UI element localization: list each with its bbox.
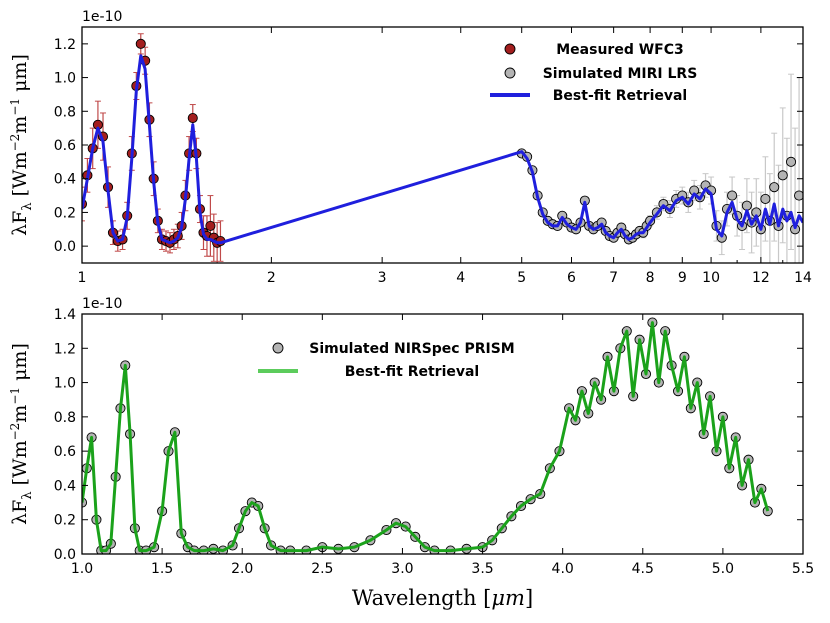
y-label-main: λF [9,211,31,236]
y-axis-label: λFλ [Wm−2m−1 μm] [8,343,35,525]
data-point-simulated-miri-lrs [727,190,738,201]
legend-marker [504,43,516,55]
data-point-measured-wfc3 [135,38,146,49]
x-tick-label: 10 [702,270,720,286]
legend-label: Simulated MIRI LRS [543,66,698,82]
y-label-units: [Wm [9,151,31,202]
y-tick-label: 0.8 [54,104,76,120]
y-label-end: μm] [9,54,31,98]
x-tick-label: 8 [646,270,655,286]
x-label-end: ] [525,586,533,610]
x-tick-label: 12 [752,270,770,286]
y-tick-label: 0.8 [54,410,76,426]
x-tick-label: 4.5 [632,561,654,577]
legend-label: Measured WFC3 [556,42,684,58]
x-tick-label: 5 [517,270,526,286]
legend-label: Best-fit Retrieval [553,88,687,104]
y-tick-label: 0.6 [54,138,76,154]
x-tick-label: 3 [378,270,387,286]
y-label-units: [Wm [9,440,31,491]
data-point-simulated-miri-lrs [769,182,780,193]
x-tick-label: 7 [609,270,618,286]
data-point-simulated-miri-lrs [741,200,752,211]
x-tick-label: 5.0 [712,561,734,577]
y-tick-label: 1.0 [54,376,76,392]
x-tick-label: 5.5 [792,561,814,577]
legend: Measured WFC3 Simulated MIRI LRS Best-fit … [490,42,697,104]
data-point-simulated-miri-lrs [785,156,797,167]
y-label-mid: m [9,116,31,134]
y-tick-label: 1.4 [54,307,76,323]
data-point-simulated-miri-lrs [777,170,788,181]
y-label-exp: −1 [8,387,22,405]
x-tick-label: 9 [678,270,687,286]
x-tick-label: 3.5 [471,561,493,577]
series-line-best-fit-retrieval [82,321,770,553]
data-point-simulated-miri-lrs [794,190,803,201]
y-label-end: μm] [9,343,31,387]
x-tick-label: 1 [78,270,87,286]
plot-area [82,33,803,263]
y-tick-label: 0.0 [54,239,76,255]
y-label-exp: −2 [8,423,22,441]
x-tick-label: 4 [456,270,465,286]
x-tick-label: 6 [567,270,576,286]
data-point-measured-wfc3 [187,112,198,124]
legend-marker [504,67,516,79]
y-label-sub: λ [20,491,35,499]
x-tick-label: 2.5 [311,561,333,577]
series-line-best-fit-retrieval [82,54,803,245]
y-label-mid: m [9,405,31,423]
data-point-measured-wfc3 [205,220,216,231]
bottom-panel: 1.0 1.5 2.0 2.5 3.0 3.5 4.0 4.5 5.0 5.5 0.0 0.2 0.4 0… [8,296,814,610]
y-tick-label: 0.4 [54,478,76,494]
x-tick-label: 4.0 [552,561,574,577]
y-tick-label: 1.0 [54,71,76,87]
axis-multiplier: 1e-10 [82,296,122,312]
y-label-exp: −1 [8,98,22,116]
plot-area [82,317,773,554]
legend: Simulated NIRSpec PRISM Best-fit Retrieva… [258,341,515,380]
y-label-sub: λ [20,202,35,210]
x-tick-label: 14 [794,270,812,286]
y-label-exp: −2 [8,134,22,152]
x-tick-label: 2 [267,270,276,286]
legend-label: Simulated NIRSpec PRISM [309,341,515,357]
x-tick-label: 3.0 [391,561,413,577]
y-tick-label: 0.0 [54,547,76,563]
legend-label: Best-fit Retrieval [345,364,479,380]
data-point-simulated-miri-lrs [760,193,771,204]
y-tick-label: 1.2 [54,341,76,357]
y-tick-label: 1.2 [54,37,76,53]
y-tick-label: 0.4 [54,172,76,188]
x-tick-label: 1.0 [71,561,93,577]
y-axis-label: λFλ [Wm−2m−1 μm] [8,54,35,236]
x-label-unit: μm [491,586,525,610]
top-panel: 1 2 3 4 5 6 7 8 9 10 12 140.00.20.40.60.81.01.21e-1… [8,9,812,286]
axes-frame [81,313,804,555]
x-tick-label: 1.5 [151,561,173,577]
x-axis-label: Wavelength [μm] [352,586,533,610]
y-label-main: λF [9,500,31,525]
x-tick-label: 2.0 [231,561,253,577]
y-tick-label: 0.6 [54,444,76,460]
x-label-main: Wavelength [ [352,586,492,610]
legend-marker [272,342,284,354]
y-tick-label: 0.2 [54,513,76,529]
y-tick-label: 0.2 [54,205,76,221]
axis-multiplier: 1e-10 [82,9,122,25]
